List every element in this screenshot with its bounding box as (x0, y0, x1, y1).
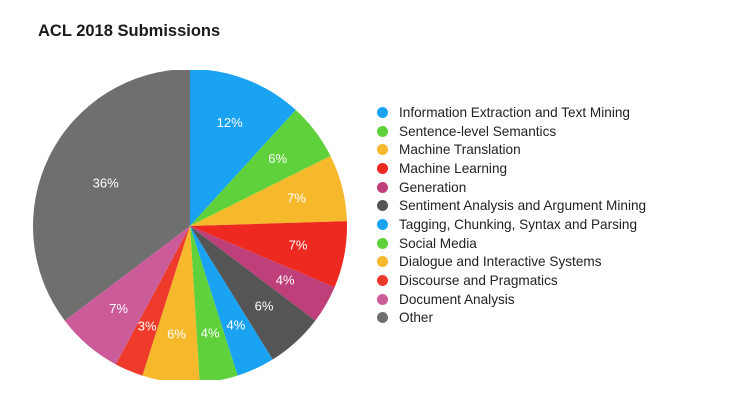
legend-swatch (377, 256, 388, 268)
legend-label: Machine Translation (399, 142, 521, 158)
pie-slice (190, 109, 331, 226)
pie-slice (142, 226, 200, 380)
legend-swatch (377, 200, 388, 212)
legend-item: Sentence-level Semantics (377, 122, 646, 141)
pie-slice (33, 70, 190, 321)
legend-item: Machine Translation (377, 140, 646, 159)
slice-value-label: 6% (255, 299, 274, 314)
legend-swatch (377, 144, 388, 156)
chart-title: ACL 2018 Submissions (38, 22, 221, 40)
legend-label: Document Analysis (399, 291, 515, 307)
slice-value-label: 12% (217, 115, 243, 130)
legend-item: Tagging, Chunking, Syntax and Parsing (377, 215, 646, 234)
pie-slice (64, 226, 190, 365)
legend-item: Machine Learning (377, 159, 646, 178)
legend-label: Machine Learning (399, 160, 508, 176)
slice-value-label: 6% (167, 327, 186, 342)
legend-item: Information Extraction and Text Mining (377, 103, 646, 122)
chart-legend: Information Extraction and Text Mining Se… (377, 103, 646, 327)
pie-chart: 12%6%7%7%4%6%4%4%6%3%7%36% (33, 70, 347, 380)
legend-label: Generation (399, 179, 467, 195)
legend-swatch (377, 237, 388, 249)
legend-label: Discourse and Pragmatics (399, 273, 558, 289)
legend-item: Sentiment Analysis and Argument Mining (377, 196, 646, 215)
legend-label: Information Extraction and Text Mining (399, 104, 630, 120)
slice-value-label: 7% (289, 238, 308, 253)
legend-item: Document Analysis (377, 290, 646, 309)
pie-slice (190, 70, 296, 226)
legend-label: Social Media (399, 235, 477, 251)
legend-item: Dialogue and Interactive Systems (377, 253, 646, 272)
pie-slice (190, 226, 335, 321)
pie-slice (190, 226, 273, 376)
pie-slice (115, 226, 190, 376)
legend-item: Discourse and Pragmatics (377, 271, 646, 290)
legend-label: Sentence-level Semantics (399, 123, 557, 139)
pie-slice (190, 226, 316, 360)
slice-value-label: 36% (93, 175, 119, 190)
slice-value-label: 3% (138, 319, 157, 334)
legend-label: Sentiment Analysis and Argument Mining (399, 198, 647, 214)
legend-label: Tagging, Chunking, Syntax and Parsing (399, 216, 638, 232)
legend-swatch (377, 125, 388, 137)
legend-swatch (377, 312, 388, 324)
pie-slice (190, 156, 347, 226)
legend-swatch (377, 275, 388, 287)
pie-slice (190, 221, 347, 288)
legend-swatch (377, 218, 388, 230)
slice-value-label: 4% (227, 317, 246, 332)
slice-value-label: 7% (109, 301, 128, 316)
legend-swatch (377, 293, 388, 305)
legend-swatch (377, 181, 388, 193)
slice-value-label: 6% (268, 151, 287, 166)
slice-value-label: 4% (201, 325, 220, 340)
pie-slice (190, 226, 238, 380)
legend-item: Generation (377, 178, 646, 197)
legend-label: Dialogue and Interactive Systems (399, 254, 602, 270)
slice-value-label: 4% (276, 272, 295, 287)
legend-item: Social Media (377, 234, 646, 253)
legend-item: Other (377, 309, 646, 328)
legend-swatch (377, 162, 388, 174)
legend-swatch (377, 106, 388, 118)
slice-value-label: 7% (287, 191, 306, 206)
legend-label: Other (399, 310, 433, 326)
